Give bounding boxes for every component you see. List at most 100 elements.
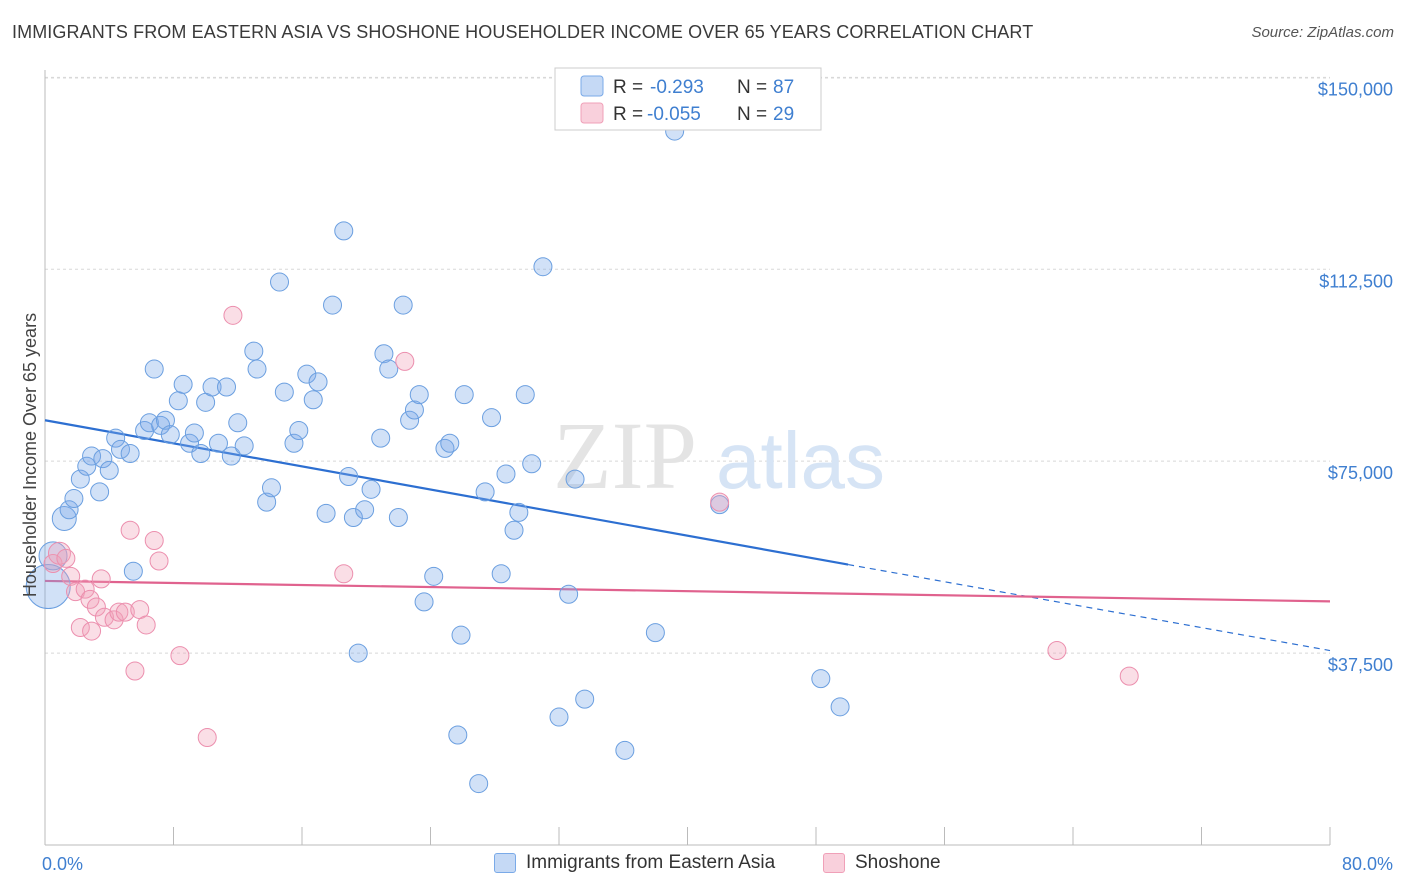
point-eastern-asia-6 [77, 456, 97, 476]
point-shoshone-12 [109, 602, 129, 622]
bottom-legend-label-shoshone: Shoshone [855, 852, 941, 873]
point-eastern-asia-27 [202, 377, 222, 397]
point-eastern-asia-1 [38, 541, 68, 571]
point-eastern-asia-22 [173, 374, 193, 394]
point-shoshone-16 [120, 520, 140, 540]
legend-swatch-pink [580, 102, 604, 124]
point-shoshone-27 [1119, 666, 1139, 686]
point-eastern-asia-66 [454, 385, 474, 405]
legend-r-value-blue: -0.293 [650, 77, 704, 98]
bottom-legend-swatch-pink [823, 853, 845, 873]
point-eastern-asia-72 [504, 520, 524, 540]
point-eastern-asia-48 [343, 507, 363, 527]
point-eastern-asia-45 [323, 295, 343, 315]
gridlines [45, 76, 1330, 654]
point-eastern-asia-78 [559, 584, 579, 604]
point-eastern-asia-58 [404, 400, 424, 420]
trend-line-eastern-asia [44, 419, 849, 566]
bottom-legend-item-eastern-asia: Immigrants from Eastern Asia [494, 852, 775, 874]
point-shoshone-5 [70, 618, 90, 637]
x-tick-labels: 0.0% 80.0% [42, 854, 1393, 874]
y-tick-label-1: $75,000 [1328, 463, 1393, 483]
point-eastern-asia-38 [274, 382, 294, 402]
point-shoshone-8 [86, 597, 106, 617]
watermark-zip: ZIP [553, 402, 697, 509]
y-tick-label-2: $112,500 [1319, 271, 1393, 291]
point-eastern-asia-73 [509, 502, 529, 522]
point-eastern-asia-7 [82, 446, 102, 466]
point-shoshone-2 [56, 548, 76, 568]
point-eastern-asia-3 [59, 500, 79, 520]
point-eastern-asia-12 [110, 439, 130, 459]
point-eastern-asia-70 [491, 564, 511, 584]
point-eastern-asia-75 [522, 454, 542, 474]
legend-r-value-pink: -0.055 [647, 104, 701, 125]
point-shoshone-21 [197, 728, 217, 748]
point-eastern-asia-82 [645, 623, 665, 643]
point-eastern-asia-5 [70, 469, 90, 489]
data-points [25, 121, 1139, 794]
point-eastern-asia-71 [496, 464, 516, 484]
point-eastern-asia-10 [99, 460, 119, 480]
point-eastern-asia-79 [565, 469, 585, 489]
point-eastern-asia-59 [409, 385, 429, 405]
point-eastern-asia-2 [51, 505, 77, 531]
x-tick-label-end: 80.0% [1342, 854, 1393, 874]
point-eastern-asia-39 [284, 433, 304, 453]
point-shoshone-17 [136, 615, 156, 635]
point-eastern-asia-14 [123, 561, 143, 581]
point-eastern-asia-0 [25, 564, 71, 610]
point-eastern-asia-35 [257, 492, 277, 512]
y-axis-label: Householder Income Over 65 years [20, 313, 40, 597]
point-shoshone-3 [61, 566, 81, 586]
point-eastern-asia-61 [424, 566, 444, 586]
point-shoshone-26 [1047, 641, 1067, 661]
point-eastern-asia-20 [160, 425, 180, 445]
bottom-legend-swatch-blue [494, 853, 516, 873]
point-eastern-asia-44 [316, 503, 336, 523]
point-eastern-asia-46 [334, 221, 354, 241]
point-shoshone-18 [144, 531, 164, 550]
point-eastern-asia-69 [482, 408, 502, 428]
point-eastern-asia-40 [289, 420, 309, 440]
point-eastern-asia-86 [830, 697, 850, 717]
point-eastern-asia-4 [64, 489, 84, 509]
point-eastern-asia-47 [339, 467, 359, 487]
point-eastern-asia-76 [533, 257, 553, 277]
point-eastern-asia-28 [208, 433, 228, 453]
point-shoshone-7 [80, 589, 100, 609]
point-eastern-asia-50 [355, 500, 375, 520]
point-shoshone-13 [115, 602, 135, 622]
x-tick-label-start: 0.0% [42, 854, 83, 874]
bottom-legend: Immigrants from Eastern Asia Shoshone [0, 852, 1406, 878]
point-shoshone-28 [82, 621, 102, 641]
point-shoshone-22 [223, 305, 243, 325]
point-shoshone-25 [710, 492, 730, 512]
trend-line-eastern-asia-extension [848, 563, 1331, 652]
point-shoshone-23 [334, 564, 354, 584]
point-eastern-asia-68 [475, 482, 495, 502]
legend-r-label-pink: R = [613, 104, 643, 125]
legend-n-value-blue: 87 [773, 77, 794, 98]
point-eastern-asia-51 [361, 479, 381, 499]
point-eastern-asia-64 [448, 725, 468, 745]
point-eastern-asia-19 [155, 410, 175, 430]
point-eastern-asia-31 [228, 413, 248, 433]
point-eastern-asia-56 [393, 295, 413, 315]
legend-swatch-blue [580, 75, 604, 97]
point-eastern-asia-11 [106, 428, 126, 448]
point-eastern-asia-16 [139, 413, 159, 433]
point-eastern-asia-77 [549, 707, 569, 727]
legend-r-label-blue: R = [613, 77, 643, 98]
y-tick-label-0: $37,500 [1328, 655, 1393, 675]
point-eastern-asia-36 [261, 478, 281, 498]
trend-line-shoshone [44, 579, 1331, 603]
point-eastern-asia-60 [414, 592, 434, 612]
bottom-legend-label-eastern-asia: Immigrants from Eastern Asia [526, 852, 776, 873]
point-eastern-asia-55 [388, 507, 408, 527]
legend-box: R = -0.293 N = 87 R = -0.055 N = 29 [554, 67, 822, 131]
point-shoshone-6 [75, 579, 95, 599]
point-eastern-asia-32 [234, 436, 254, 456]
point-eastern-asia-80 [575, 689, 595, 709]
point-eastern-asia-33 [244, 341, 264, 361]
